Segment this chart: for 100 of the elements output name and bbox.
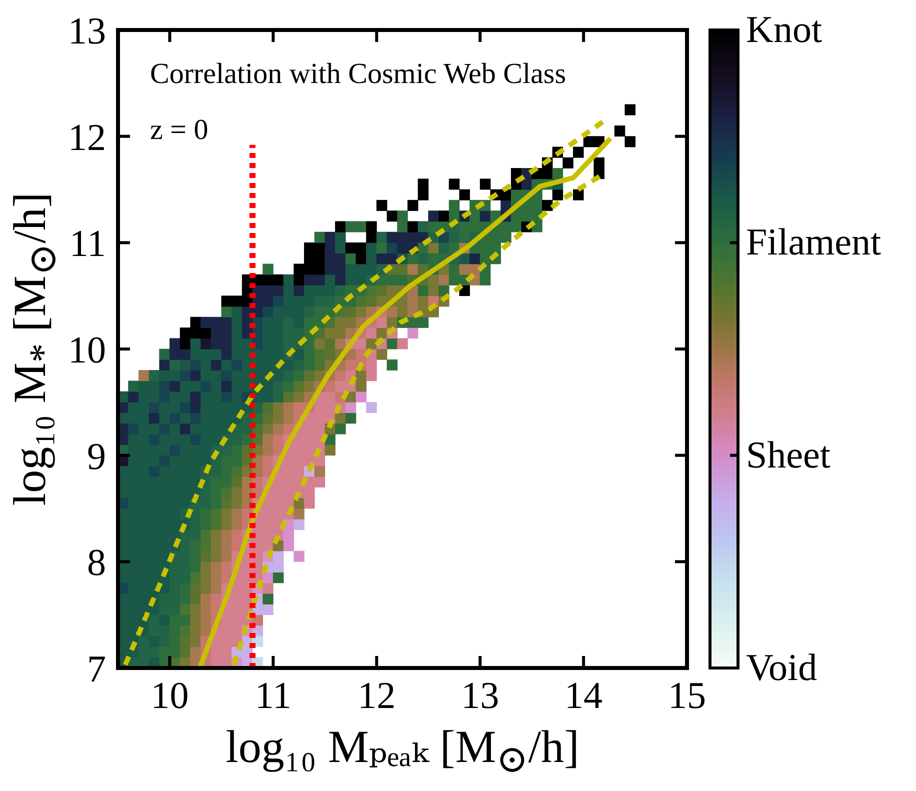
point [614,126,626,137]
point [272,423,284,434]
point [262,434,274,445]
point [221,391,232,402]
point [407,316,418,328]
x-tick-label: 12 [358,674,396,717]
point [345,306,356,318]
point [221,550,232,562]
point [272,434,284,445]
point [272,370,284,382]
point [397,221,408,232]
point [438,274,450,286]
point [356,348,366,360]
x-tick-label: 13 [461,674,500,717]
point [262,455,274,466]
point [210,508,222,520]
point [294,402,304,413]
point [210,582,222,594]
point [200,338,212,350]
point [200,593,212,604]
point [190,646,201,658]
point [170,423,180,434]
y-tick-label: 9 [87,436,106,478]
point [180,625,191,636]
color-bar-label: Void [746,647,818,689]
point [262,412,274,424]
x-tick-label: 15 [668,674,706,717]
point [304,370,315,382]
point [210,348,222,360]
point [232,476,242,488]
point [304,316,315,328]
point [345,402,356,413]
point [448,200,460,211]
point [407,264,418,275]
point [552,189,564,200]
point [200,550,212,562]
point [294,508,304,520]
point [418,189,429,200]
x-tick-label: 14 [564,674,603,717]
point [262,444,274,456]
y-tick-label: 12 [68,116,106,159]
point [232,466,242,477]
y-tick-label: 13 [68,10,106,52]
point [562,157,574,168]
point [283,391,294,402]
point [170,370,180,382]
color-bar-label: Sheet [746,434,831,476]
point [190,434,201,445]
point [232,508,242,520]
point [159,380,170,392]
point [200,380,212,392]
point [159,391,170,402]
point [190,380,201,392]
point [428,253,439,264]
point [356,391,366,402]
point [335,370,346,382]
point [397,210,408,222]
point [448,178,460,190]
point [232,530,242,541]
y-tick-label: 11 [69,223,106,266]
point [232,518,242,530]
point [190,572,201,584]
point [324,348,336,360]
point [366,285,377,296]
point [200,530,212,541]
point [294,550,304,562]
point [428,221,439,232]
y-tick-label: 8 [87,542,106,584]
point [480,274,491,286]
point [459,189,470,200]
point [159,423,170,434]
point [480,178,491,190]
point [190,359,201,370]
color-bar-label: Filament [746,222,882,264]
point [262,402,274,413]
point [418,316,429,328]
point [210,593,222,604]
point [356,296,366,307]
point [210,518,222,530]
color-bar-label: Knot [746,9,822,51]
point [335,338,346,350]
point [314,466,326,477]
point [366,296,377,307]
point [190,412,201,424]
point [407,328,418,339]
point [459,264,470,275]
point [262,306,274,318]
point [314,348,326,360]
point [397,274,408,286]
point [262,264,274,275]
point [262,380,274,392]
point [200,625,212,636]
point [624,136,636,148]
point [345,221,356,232]
point [397,264,408,275]
point [448,264,460,275]
x-tick-label: 10 [150,674,189,717]
point [200,540,212,552]
point [376,285,388,296]
point [159,370,170,382]
